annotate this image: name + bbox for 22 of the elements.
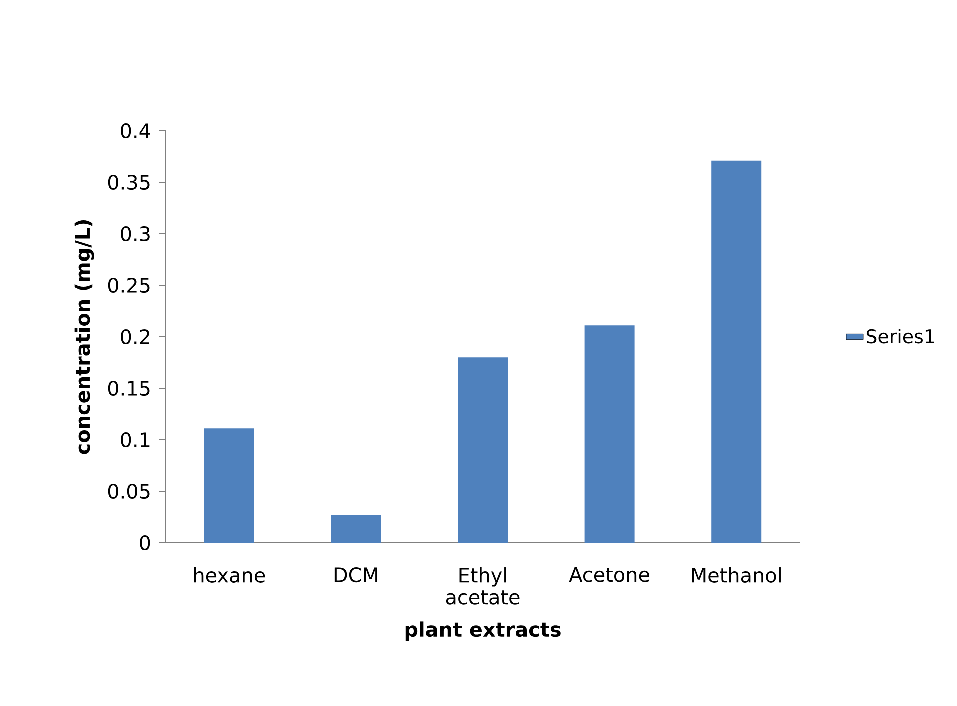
y-tick-label: 0.1 [121,432,150,448]
y-tick-label: 0.15 [108,380,150,396]
x-tick-label: Methanol [692,568,781,583]
y-axis-title: concentration (mg/L) [74,220,94,454]
y-tick-label: 0 [140,535,150,551]
bar [204,428,254,543]
y-tick-label: 0.2 [121,329,150,345]
bar [331,515,382,543]
x-tick-label: DCM [334,568,378,583]
x-tick-label: Acetone [569,568,650,582]
y-tick-label: 0.05 [108,484,150,500]
y-tick-label: 0.3 [121,226,150,242]
y-tick-label: 0.25 [108,278,150,294]
y-tick-label: 0.4 [121,123,150,139]
x-tick-label: Ethyl acetate [446,568,520,605]
y-tick-label: 0.35 [108,174,150,190]
legend-label: Series1 [866,329,934,344]
x-tick-label: hexane [194,568,266,583]
x-axis-title: plant extracts [406,622,561,641]
bar [712,160,762,543]
bar [584,326,635,543]
bar [458,358,508,543]
